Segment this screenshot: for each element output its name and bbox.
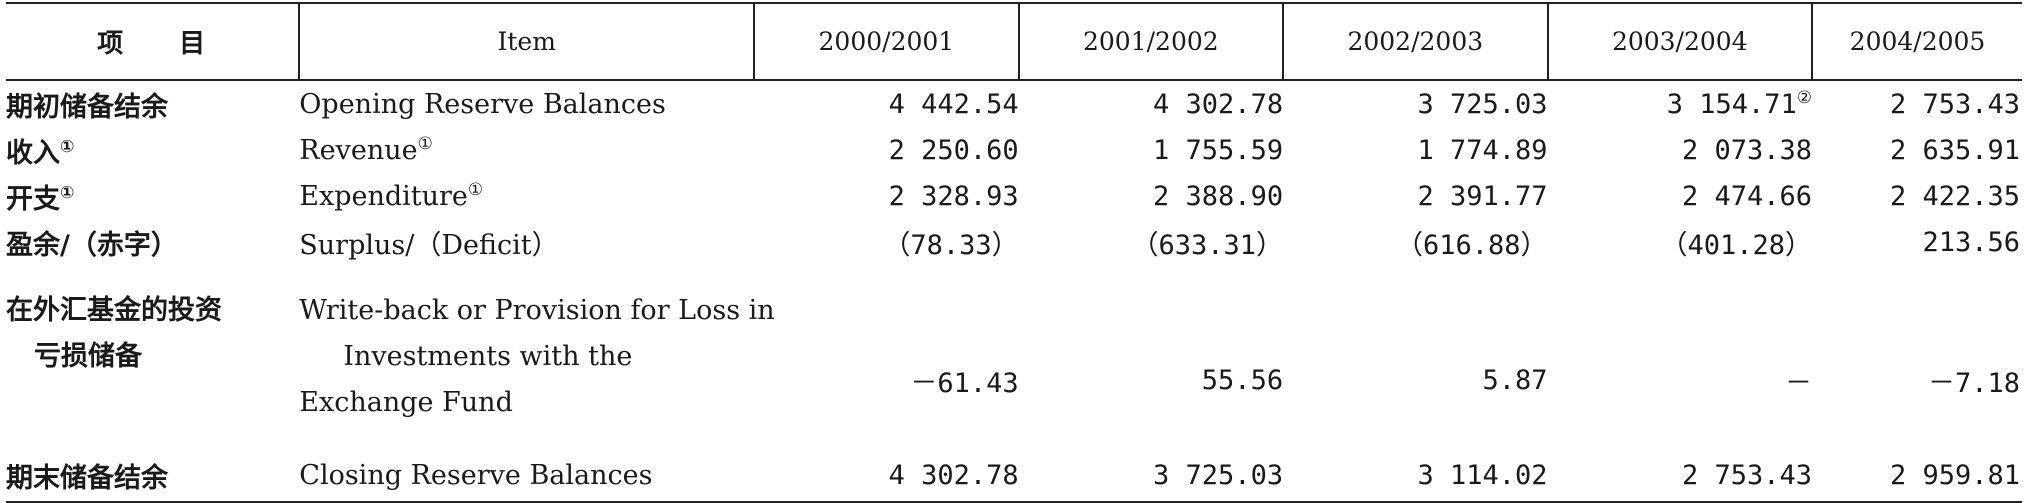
header-english-item: Item [298, 2, 755, 81]
footnote-mark-1: ① [60, 136, 75, 157]
cell-value: 2 753.43 [1889, 88, 2020, 120]
header-year-2002-2003: 2002/2003 [1282, 2, 1548, 81]
row-label-en-line1: Write-back or Provision for Loss in [299, 295, 775, 326]
row-label-en: Expenditure① [299, 180, 484, 212]
row-label-zh: 期初储备结余 [6, 91, 168, 123]
footnote-mark-1: ① [60, 182, 75, 203]
row-label-en-line3: Exchange Fund [299, 387, 513, 418]
footnote-mark-1: ① [417, 134, 433, 154]
header-chinese-item: 项目 [6, 2, 300, 81]
row-label-zh-line2: 亏损储备 [34, 341, 142, 372]
footnote-mark-2: ② [1796, 88, 1813, 108]
row-label-zh: 盈余/（赤字） [6, 229, 178, 261]
row-label-en: Surplus/（Deficit） [299, 229, 559, 261]
cell-value: 4 302.78 [1153, 88, 1284, 120]
cell-value: 3 725.03 [1018, 449, 1284, 503]
cell-value: 4 302.78 [754, 449, 1019, 503]
cell-value: （401.28） [1660, 229, 1813, 261]
cell-value: （633.31） [1131, 229, 1284, 261]
cell-value: （616.88） [1396, 229, 1548, 261]
cell-value: 2 328.93 [888, 180, 1019, 212]
cell-value: － [1785, 367, 1813, 399]
cell-value: 2 474.66 [1681, 180, 1813, 212]
row-label-en: Revenue① [299, 134, 433, 166]
row-label-en: Opening Reserve Balances [299, 88, 666, 120]
cell-value: 1 774.89 [1417, 134, 1548, 166]
row-label-en: Closing Reserve Balances [299, 449, 755, 503]
cell-value: 213.56 [1922, 226, 2020, 258]
cell-value: －61.43 [910, 367, 1019, 399]
header-year-2004-2005: 2004/2005 [1811, 2, 2022, 81]
cell-value: －7.18 [1927, 367, 2020, 399]
row-label-zh: 收入① [6, 136, 75, 169]
cell-value: 2 753.43 [1547, 449, 1813, 503]
header-year-2001-2002: 2001/2002 [1017, 2, 1284, 81]
cell-value: 2 388.90 [1153, 180, 1284, 212]
cell-value: 1 755.59 [1153, 134, 1284, 166]
reserve-balances-table: 项目 Item 2000/2001 2001/2002 2002/2003 20… [6, 2, 2022, 503]
cell-value: （78.33） [883, 229, 1019, 261]
footnote-mark-1: ① [467, 180, 484, 200]
cell-value: 2 959.81 [1812, 449, 2022, 503]
table-row-surplus: 盈余/（赤字） Surplus/（Deficit） （78.33） （633.3… [6, 219, 2022, 265]
table-row-revenue: 收入① Revenue① 2 250.60 1 755.59 1 774.89 … [6, 127, 2022, 173]
header-year-2003-2004: 2003/2004 [1546, 2, 1813, 81]
cell-value: 2 635.91 [1889, 134, 2020, 166]
cell-value: 2 422.35 [1889, 180, 2020, 212]
row-label-en-line2: Investments with the [343, 341, 633, 372]
cell-value: 2 250.60 [888, 134, 1019, 166]
table-row-writeback: 在外汇基金的投资 亏损储备 Write-back or Provision fo… [6, 265, 2022, 449]
header-year-2000-2001: 2000/2001 [753, 2, 1019, 81]
cell-value: 3 114.02 [1283, 449, 1548, 503]
header-row: 项目 Item 2000/2001 2001/2002 2002/2003 20… [6, 2, 2022, 81]
cell-value-with-note: 3 154.71② [1548, 80, 1812, 127]
row-label-en: Write-back or Provision for Loss in Inve… [299, 265, 775, 449]
row-label-zh-line1: 在外汇基金的投资 [6, 295, 222, 326]
cell-value: 2 073.38 [1681, 134, 1813, 166]
cell-value: 3 725.03 [1417, 88, 1548, 120]
table-row-expenditure: 开支① Expenditure① 2 328.93 2 388.90 2 391… [6, 173, 2022, 219]
row-label-zh: 期末储备结余 [6, 449, 300, 503]
row-label-zh: 在外汇基金的投资 亏损储备 [6, 265, 299, 449]
row-label-zh: 开支① [6, 182, 75, 215]
cell-value: 55.56 [1201, 364, 1284, 396]
cell-value: 5.87 [1482, 364, 1548, 396]
table-row-opening: 期初储备结余 Opening Reserve Balances 4 442.54… [6, 80, 2022, 127]
table-row-closing: 期末储备结余 Closing Reserve Balances 4 302.78… [6, 449, 2022, 503]
cell-value: 4 442.54 [888, 88, 1019, 120]
cell-value: 2 391.77 [1417, 180, 1548, 212]
cell-value: 3 154.71 [1666, 89, 1797, 120]
